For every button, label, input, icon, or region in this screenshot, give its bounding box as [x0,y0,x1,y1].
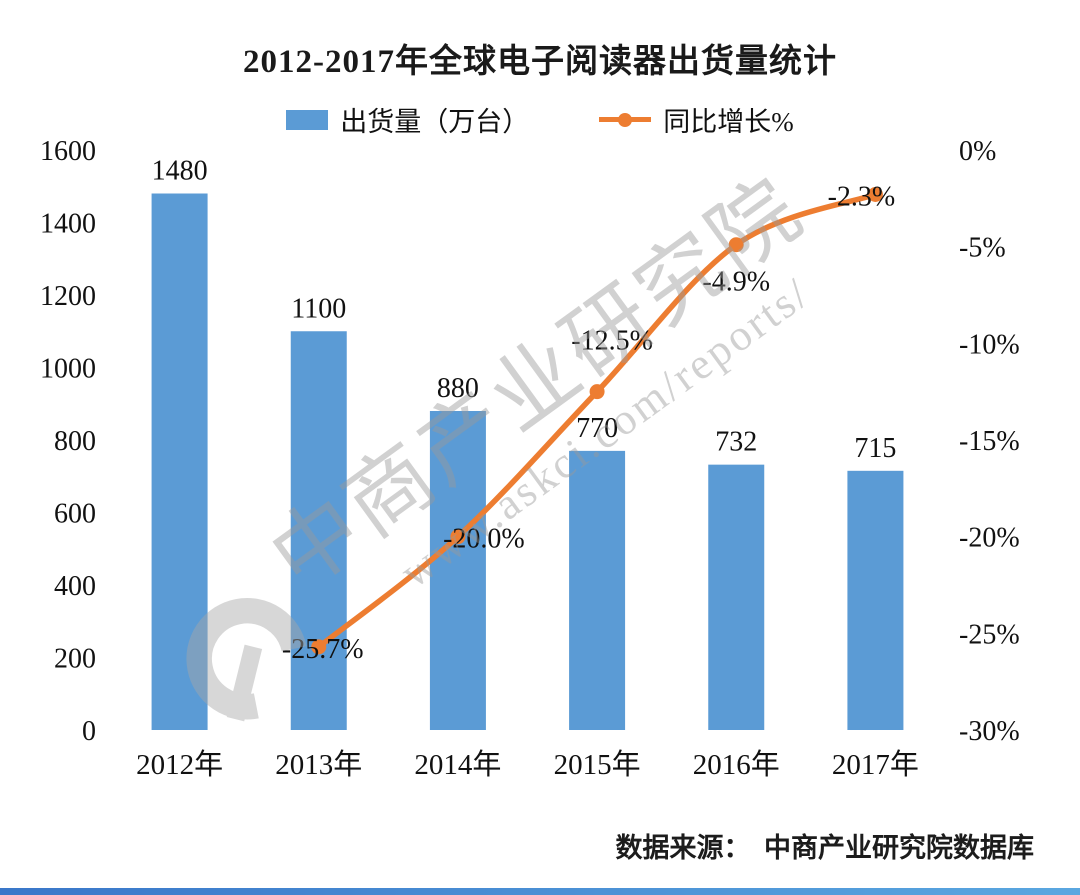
bar [708,464,765,730]
x-axis-label: 2017年 [832,748,919,781]
line-marker [589,384,605,400]
right-axis-tick-label: -10% [959,329,1020,360]
left-axis-tick-label: 1400 [40,209,96,240]
right-axis-tick-label: -5% [959,233,1006,264]
right-axis-tick-label: -15% [959,426,1020,457]
left-axis-tick-label: 200 [54,644,96,675]
bar-value-label: 1480 [152,156,208,187]
bar-value-label: 1100 [291,293,346,324]
bar [290,331,347,730]
left-axis-tick-label: 1200 [40,281,96,312]
left-axis-tick-label: 600 [54,499,96,530]
line-marker [728,237,744,253]
line-marker [450,529,466,545]
legend: 出货量（万台） 同比增长% [0,100,1080,139]
left-axis-tick-label: 1000 [40,354,96,385]
bottom-accent-bar [0,888,1080,895]
bar [569,450,626,730]
line-value-label: -4.9% [702,267,770,298]
right-axis-tick-label: 0% [959,136,996,167]
bar [847,470,904,730]
left-axis-tick-label: 0 [82,716,96,747]
line-value-label: -25.7% [282,634,364,665]
x-axis-label: 2014年 [414,748,501,781]
bar-value-label: 770 [576,413,618,444]
legend-line-swatch-icon [599,112,652,127]
left-axis-tick-label: 400 [54,571,96,602]
right-axis-tick-label: -20% [959,523,1020,554]
right-axis-tick-label: -25% [959,619,1020,650]
line-value-label: -12.5% [571,326,653,357]
bar-value-label: 732 [715,427,757,458]
legend-bar-swatch-icon [286,109,329,130]
line-value-label: -20.0% [443,524,525,555]
legend-item-shipments: 出货量（万台） [286,100,529,139]
left-axis-tick-label: 1600 [40,136,96,167]
left-axis-tick-label: 800 [54,426,96,457]
x-axis-label: 2012年 [136,748,223,781]
x-axis-label: 2015年 [554,748,641,781]
bar [151,193,208,730]
bar-value-label: 715 [854,433,896,464]
chart-title: 2012-2017年全球电子阅读器出货量统计 [243,44,837,80]
line-marker [311,639,327,655]
legend-line-label: 同比增长% [663,107,794,137]
bar-value-label: 880 [437,373,479,404]
legend-bar-label: 出货量（万台） [340,107,530,137]
x-axis-label: 2013年 [275,748,362,781]
x-axis-label: 2016年 [693,748,780,781]
legend-item-growth: 同比增长% [599,100,794,139]
right-axis-tick-label: -30% [959,716,1020,747]
line-marker [867,186,883,202]
line-value-label: -2.3% [828,181,896,212]
legend-line-dot-icon [618,112,633,127]
bar [429,411,486,730]
data-source: 数据来源： 中商产业研究院数据库 [615,833,1035,863]
